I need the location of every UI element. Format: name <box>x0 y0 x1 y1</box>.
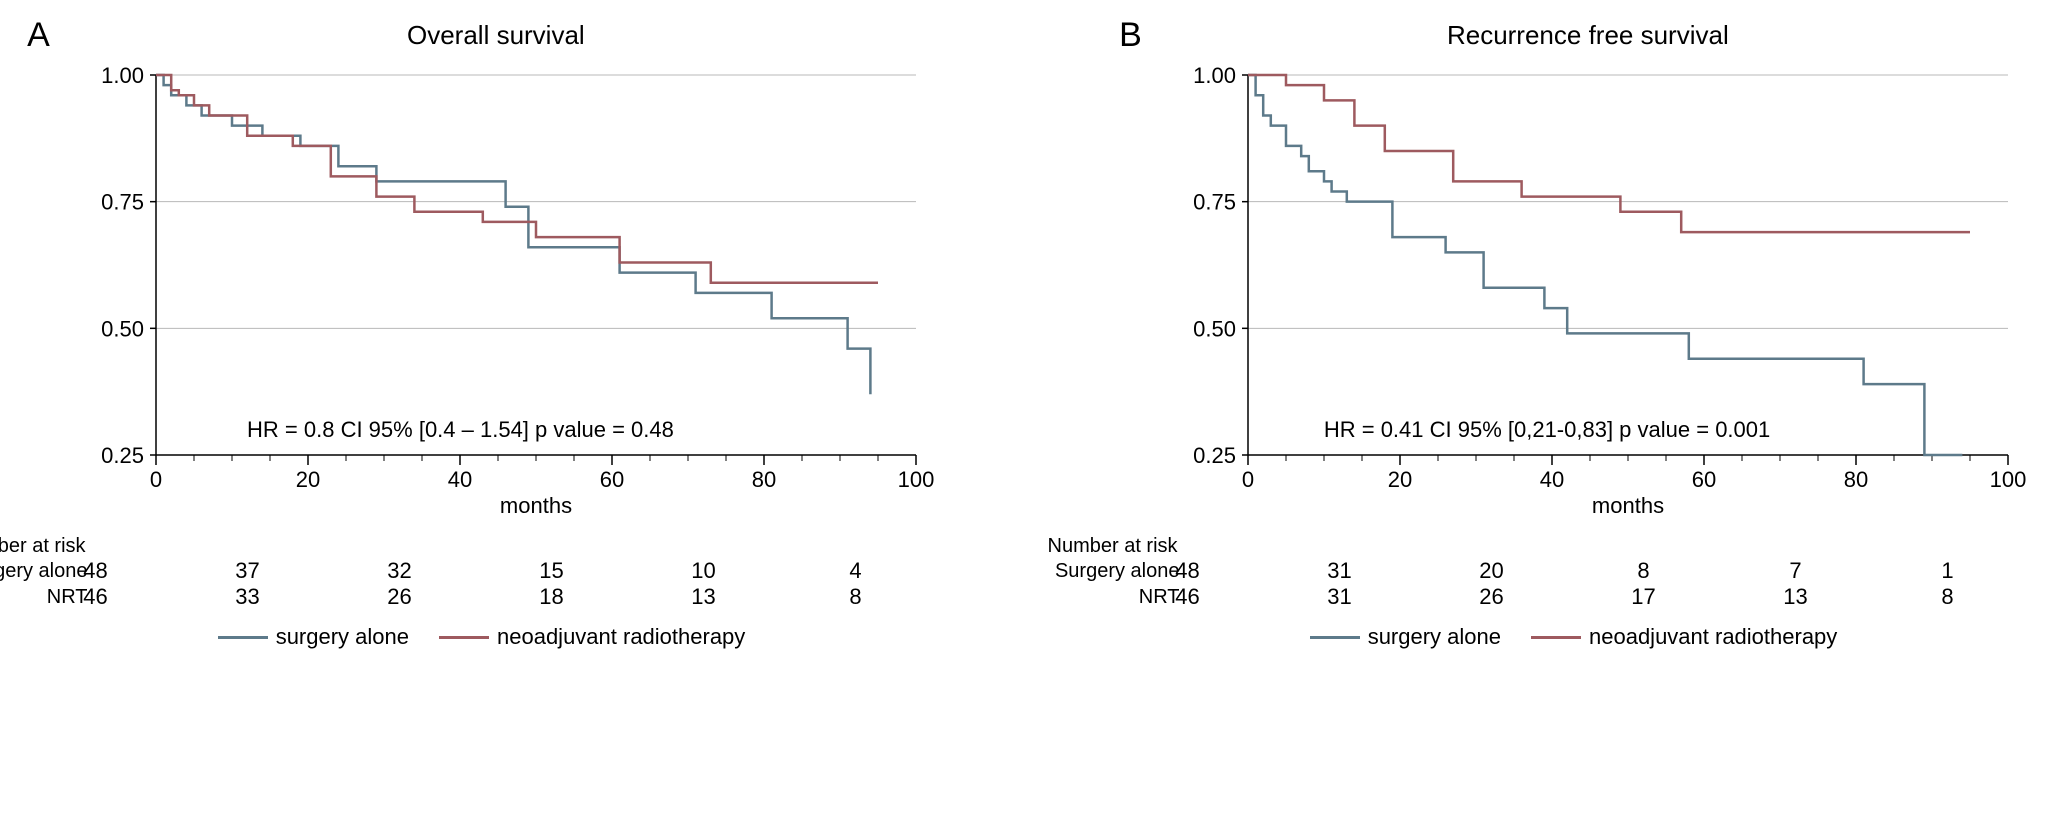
y-tick-label: 0.75 <box>1193 190 1236 215</box>
risk-table: Number at riskSurgery alone483120871NRT4… <box>1048 535 2055 610</box>
panel-B: BRecurrence free survival0.250.500.751.0… <box>1048 20 2055 650</box>
x-tick-label: 80 <box>1844 467 1868 492</box>
risk-cell: 48 <box>76 558 116 584</box>
risk-row: Surgery alone48373215104 <box>0 558 1008 584</box>
figure-row: AOverall survival0.250.500.751.000204060… <box>20 20 2035 650</box>
risk-cell: 31 <box>1320 558 1360 584</box>
km-chart: 0.25 0.50 0.75 1.00 0 20 40 60 80 100 months <box>56 55 936 525</box>
y-tick-label: 0.50 <box>1193 316 1236 341</box>
legend-swatch <box>1531 636 1581 639</box>
risk-cell: 20 <box>1472 558 1512 584</box>
chart-title: Overall survival <box>56 20 936 51</box>
risk-cell: 32 <box>380 558 420 584</box>
legend-swatch <box>1310 636 1360 639</box>
legend-item: neoadjuvant radiotherapy <box>1531 624 1837 650</box>
risk-cell: 13 <box>1776 584 1816 610</box>
legend-swatch <box>439 636 489 639</box>
x-tick-label: 20 <box>296 467 320 492</box>
y-tick-label: 0.50 <box>101 316 144 341</box>
x-axis-label: months <box>500 493 572 518</box>
risk-cell: 10 <box>684 558 724 584</box>
legend-item: surgery alone <box>218 624 409 650</box>
chart-title: Recurrence free survival <box>1148 20 2028 51</box>
legend: surgery alone neoadjuvant radiotherapy <box>218 624 746 650</box>
risk-table: Number at riskSurgery alone48373215104NR… <box>0 535 1008 610</box>
legend-label: neoadjuvant radiotherapy <box>497 624 745 650</box>
risk-row: NRT46332618138 <box>0 584 1008 610</box>
chart-wrap: Recurrence free survival 0.25 0.50 0.75 1.00… <box>1148 20 2028 525</box>
risk-cell: 33 <box>228 584 268 610</box>
risk-cell: 8 <box>1928 584 1968 610</box>
x-tick-label: 80 <box>752 467 776 492</box>
x-tick-label: 0 <box>150 467 162 492</box>
y-tick-label: 0.75 <box>101 190 144 215</box>
risk-cell: 48 <box>1168 558 1208 584</box>
legend-label: neoadjuvant radiotherapy <box>1589 624 1837 650</box>
risk-cell: 1 <box>1928 558 1968 584</box>
risk-cell: 46 <box>1168 584 1208 610</box>
legend-item: neoadjuvant radiotherapy <box>439 624 745 650</box>
risk-cell: 8 <box>836 584 876 610</box>
stat-annotation: HR = 0.8 CI 95% [0.4 – 1.54] p value = 0… <box>247 417 674 443</box>
risk-cell: 26 <box>1472 584 1512 610</box>
y-tick-label: 1.00 <box>1193 63 1236 88</box>
legend-label: surgery alone <box>276 624 409 650</box>
x-tick-label: 20 <box>1388 467 1412 492</box>
risk-row: NRT46 31 26 17 13 8 <box>1048 584 2055 610</box>
risk-cell: 4 <box>836 558 876 584</box>
risk-cell: 13 <box>684 584 724 610</box>
risk-cell: 31 <box>1320 584 1360 610</box>
legend-swatch <box>218 636 268 639</box>
x-tick-label: 60 <box>600 467 624 492</box>
risk-cell: 15 <box>532 558 572 584</box>
risk-table-header: Number at risk <box>1048 535 2055 558</box>
legend-item: surgery alone <box>1310 624 1501 650</box>
x-tick-label: 0 <box>1242 467 1254 492</box>
x-tick-label: 100 <box>1989 467 2026 492</box>
y-tick-label: 0.25 <box>101 443 144 468</box>
panel-label-B: B <box>1119 16 1142 55</box>
risk-row: Surgery alone48 31 20 8 7 1 <box>1048 558 2055 584</box>
chart-wrap: Overall survival 0.25 0.50 0.75 1.00 0 20 40 60 8… <box>56 20 936 525</box>
x-axis-label: months <box>1592 493 1664 518</box>
risk-cell: 8 <box>1624 558 1664 584</box>
risk-cell: 17 <box>1624 584 1664 610</box>
risk-row-label: Surgery alone <box>1048 560 1188 583</box>
panel-label-A: A <box>27 16 50 55</box>
legend-label: surgery alone <box>1368 624 1501 650</box>
risk-cell: 26 <box>380 584 420 610</box>
x-tick-label: 100 <box>897 467 934 492</box>
risk-row-label: NRT <box>1048 586 1188 609</box>
y-tick-label: 1.00 <box>101 63 144 88</box>
panel-A: AOverall survival0.250.500.751.000204060… <box>0 20 1008 650</box>
x-tick-label: 60 <box>1692 467 1716 492</box>
y-tick-label: 0.25 <box>1193 443 1236 468</box>
risk-cell: 46 <box>76 584 116 610</box>
risk-table-header: Number at risk <box>0 535 1008 558</box>
x-tick-label: 40 <box>448 467 472 492</box>
km-chart: 0.25 0.50 0.75 1.00 0 20 40 60 80 100 months <box>1148 55 2028 525</box>
risk-cell: 7 <box>1776 558 1816 584</box>
risk-cell: 37 <box>228 558 268 584</box>
risk-cell: 18 <box>532 584 572 610</box>
legend: surgery alone neoadjuvant radiotherapy <box>1310 624 1838 650</box>
x-tick-label: 40 <box>1540 467 1564 492</box>
stat-annotation: HR = 0.41 CI 95% [0,21-0,83] p value = 0… <box>1324 417 1770 443</box>
